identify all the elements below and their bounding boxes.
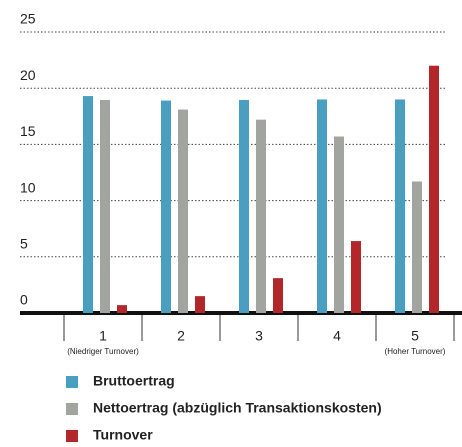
y-tick-label: 10 — [20, 179, 36, 195]
x-tick-label: 4 — [333, 328, 341, 344]
y-tick-label: 5 — [20, 236, 28, 252]
y-tick-label: 20 — [20, 67, 36, 83]
bar — [429, 65, 439, 313]
bar — [161, 100, 171, 314]
x-tick-note: (Niedriger Turnover) — [67, 347, 139, 356]
bar — [412, 181, 422, 313]
y-tick-label: 25 — [20, 11, 36, 27]
legend-label: Bruttoertrag — [93, 373, 175, 389]
legend-swatch — [66, 403, 78, 415]
legend-label: Turnover — [93, 427, 153, 443]
x-tick-label: 1 — [99, 328, 107, 344]
bar — [100, 100, 110, 313]
x-tick-label: 3 — [255, 328, 263, 344]
bar — [351, 241, 361, 313]
bar — [334, 136, 344, 313]
bar — [195, 296, 205, 313]
x-tick-note: (Hoher Turnover) — [385, 347, 446, 356]
y-tick-label: 0 — [20, 292, 28, 308]
x-tick-label: 5 — [411, 328, 419, 344]
bar — [395, 99, 405, 313]
bar — [256, 119, 266, 313]
legend-swatch — [66, 376, 78, 388]
bar — [273, 278, 283, 313]
bar — [317, 99, 327, 313]
x-tick-label: 2 — [177, 328, 185, 344]
legend-swatch — [66, 430, 78, 442]
y-tick-label: 15 — [20, 123, 36, 139]
bar — [239, 100, 249, 313]
bar — [83, 96, 93, 314]
bar — [178, 109, 188, 313]
bar — [117, 305, 127, 313]
legend-label: Nettoertrag (abzüglich Transaktionskoste… — [93, 400, 382, 416]
